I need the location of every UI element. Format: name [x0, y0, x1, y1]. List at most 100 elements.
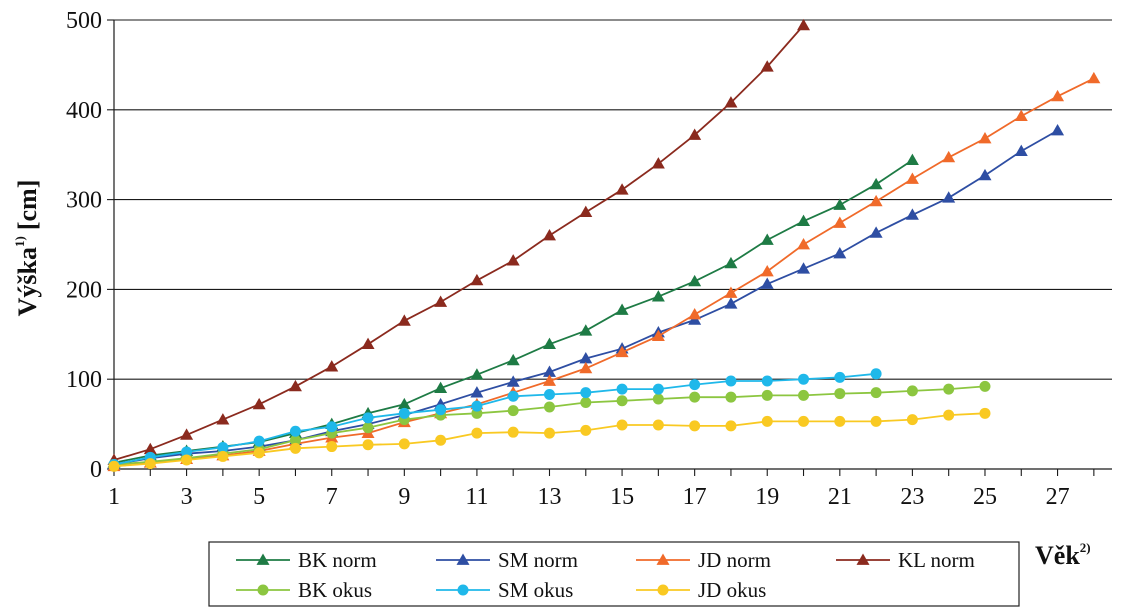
x-tick-label-23: 23 — [900, 484, 924, 510]
data-point-bk-norm-10 — [434, 381, 448, 394]
data-point-sm-okus-20 — [798, 373, 810, 385]
data-point-bk-okus-22 — [870, 387, 882, 399]
data-point-sm-norm-26 — [1014, 144, 1028, 156]
y-axis-label-text: Výška — [13, 247, 42, 316]
data-point-bk-norm-13 — [542, 337, 556, 350]
x-tick-label-1: 1 — [108, 484, 120, 510]
y-tick-label-0: 0 — [90, 457, 102, 483]
data-point-kl-norm-7 — [325, 360, 339, 372]
data-point-jd-okus-3 — [181, 454, 193, 466]
data-point-sm-okus-3 — [181, 446, 193, 458]
data-point-sm-okus-22 — [870, 368, 882, 380]
data-point-sm-okus-12 — [507, 390, 519, 402]
data-point-jd-okus-25 — [979, 407, 991, 419]
x-tick-labels: 1 3 5 7 9 11 13 15 17 19 21 23 25 27 — [108, 484, 1070, 510]
data-point-jd-okus-8 — [362, 439, 374, 451]
data-point-sm-norm-25 — [978, 168, 992, 181]
data-point-jd-okus-6 — [289, 442, 301, 454]
data-point-kl-norm-11 — [470, 273, 484, 286]
data-point-jd-okus-13 — [543, 427, 555, 439]
data-point-jd-norm-17 — [688, 308, 702, 320]
data-point-jd-okus-19 — [761, 415, 773, 427]
data-point-sm-okus-9 — [398, 407, 410, 419]
legend-marker-jd-okus — [657, 584, 669, 596]
legend-label-sm-norm: SM norm — [498, 548, 578, 572]
data-point-jd-norm-20 — [797, 238, 811, 250]
series-line-sm-okus — [113, 372, 877, 466]
data-point-jd-okus-23 — [906, 414, 918, 426]
data-point-sm-norm-27 — [1051, 123, 1065, 136]
data-point-kl-norm-2 — [143, 442, 157, 455]
data-point-jd-norm-16 — [651, 329, 665, 341]
data-point-sm-okus-14 — [580, 387, 592, 399]
data-point-bk-norm-20 — [797, 214, 811, 227]
y-axis-label: Výška1) [cm] — [12, 180, 42, 317]
data-point-sm-okus-7 — [326, 421, 338, 433]
x-tick-label-27: 27 — [1046, 484, 1070, 510]
y-tick-label-400: 400 — [66, 98, 102, 124]
x-tick-label-15: 15 — [610, 484, 634, 510]
data-point-kl-norm-4 — [216, 413, 230, 425]
data-point-bk-norm-9 — [397, 397, 411, 410]
data-point-jd-okus-4 — [217, 450, 229, 462]
data-point-bk-norm-22 — [869, 177, 883, 190]
data-point-bk-okus-18 — [725, 391, 737, 403]
data-point-jd-norm-26 — [1014, 109, 1028, 121]
data-point-jd-okus-7 — [326, 441, 338, 453]
data-point-bk-okus-6 — [289, 434, 301, 446]
data-point-sm-okus-10 — [435, 404, 447, 416]
data-point-sm-okus-15 — [616, 383, 628, 395]
data-point-jd-norm-18 — [724, 286, 738, 298]
data-point-kl-norm-19 — [760, 60, 774, 72]
legend-label-jd-okus: JD okus — [698, 578, 766, 602]
axes — [107, 19, 1112, 476]
series-line-kl-norm — [113, 24, 805, 461]
data-point-sm-norm-20 — [797, 262, 811, 274]
data-point-kl-norm-12 — [506, 254, 520, 266]
series-lines — [107, 18, 1101, 472]
data-point-bk-norm-18 — [724, 256, 738, 269]
data-point-bk-norm-19 — [760, 233, 774, 245]
legend-item-sm-norm: SM norm — [436, 548, 578, 572]
x-tick-label-25: 25 — [973, 484, 997, 510]
legend-label-bk-okus: BK okus — [298, 578, 372, 602]
data-point-kl-norm-17 — [688, 128, 702, 140]
legend-label-sm-okus: SM okus — [498, 578, 573, 602]
data-point-kl-norm-18 — [724, 96, 738, 108]
data-point-bk-norm-17 — [688, 274, 702, 287]
data-point-jd-okus-16 — [652, 419, 664, 431]
data-point-jd-okus-9 — [398, 438, 410, 450]
data-point-jd-okus-12 — [507, 426, 519, 438]
data-point-jd-norm-27 — [1051, 89, 1065, 102]
data-point-jd-okus-15 — [616, 419, 628, 431]
data-point-bk-norm-16 — [651, 290, 665, 302]
data-point-bk-okus-24 — [943, 383, 955, 395]
x-axis-label-text: Věk — [1035, 541, 1080, 570]
data-point-sm-norm-14 — [579, 352, 593, 364]
data-point-sm-okus-16 — [652, 383, 664, 395]
data-point-jd-norm-28 — [1087, 71, 1101, 84]
data-point-jd-norm-15 — [615, 345, 629, 358]
data-point-bk-norm-21 — [833, 198, 847, 210]
data-point-bk-okus-23 — [906, 385, 918, 397]
data-point-kl-norm-16 — [651, 157, 665, 169]
data-point-bk-okus-15 — [616, 395, 628, 407]
y-axis-label-superscript: 1) — [12, 236, 27, 247]
x-tick-label-7: 7 — [326, 484, 338, 510]
data-point-jd-okus-2 — [144, 458, 156, 470]
data-point-bk-okus-8 — [362, 422, 374, 434]
x-tick-label-21: 21 — [828, 484, 852, 510]
data-point-kl-norm-15 — [615, 183, 629, 195]
data-point-jd-okus-20 — [798, 415, 810, 427]
data-point-bk-okus-14 — [580, 397, 592, 409]
data-point-kl-norm-6 — [288, 379, 302, 392]
x-tick-label-19: 19 — [755, 484, 779, 510]
legend-item-sm-okus: SM okus — [436, 578, 573, 602]
data-point-sm-norm-11 — [470, 386, 484, 398]
data-point-bk-norm-14 — [579, 324, 593, 336]
data-point-bk-okus-13 — [543, 401, 555, 413]
data-point-sm-norm-12 — [506, 375, 520, 387]
data-point-bk-okus-25 — [979, 380, 991, 392]
y-axis-label-unit: [cm] — [13, 180, 42, 231]
